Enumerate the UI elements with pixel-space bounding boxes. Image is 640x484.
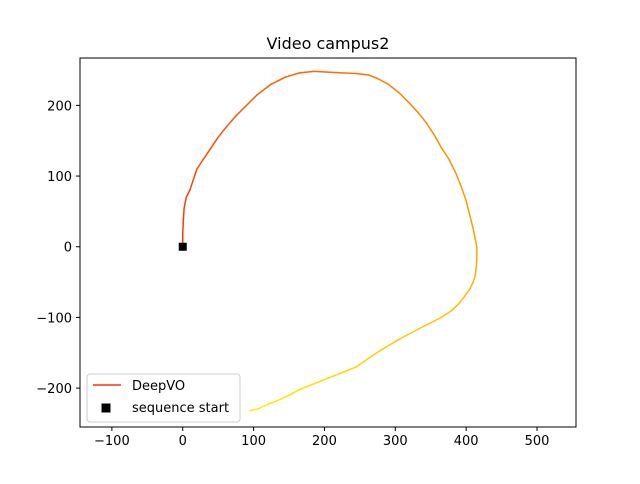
x-tick-label: −100 bbox=[94, 434, 130, 449]
chart-title: Video campus2 bbox=[267, 34, 390, 53]
deepvo-segment bbox=[355, 357, 370, 368]
deepvo-segment bbox=[468, 214, 475, 230]
deepvo-segment bbox=[313, 377, 329, 385]
deepvo-segment bbox=[313, 70, 329, 73]
deepvo-segment bbox=[472, 228, 477, 241]
deepvo-segment bbox=[298, 383, 315, 391]
axes-frame bbox=[79, 57, 577, 428]
deepvo-segment bbox=[192, 168, 198, 181]
deepvo-segment bbox=[464, 288, 471, 297]
legend-frame bbox=[86, 373, 241, 423]
deepvo-segment bbox=[284, 72, 301, 78]
deepvo-segment bbox=[256, 83, 273, 96]
deepvo-segment bbox=[203, 147, 212, 160]
deepvo-segment bbox=[355, 72, 370, 76]
deepvo-segment bbox=[387, 83, 400, 94]
deepvo-segment bbox=[380, 340, 397, 351]
deepvo-segment bbox=[257, 403, 269, 410]
deepvo-segment bbox=[182, 207, 185, 220]
x-tick-label: 500 bbox=[525, 434, 550, 449]
deepvo-segment bbox=[376, 77, 389, 85]
y-tick-label: −100 bbox=[36, 311, 72, 326]
deepvo-segment bbox=[433, 134, 443, 149]
deepvo-segment bbox=[458, 295, 466, 305]
sequence-start-marker bbox=[178, 242, 187, 251]
deepvo-segment bbox=[367, 349, 382, 360]
deepvo-segment bbox=[245, 94, 258, 107]
deepvo-segment bbox=[451, 302, 460, 312]
x-tick-label: 0 bbox=[179, 434, 187, 449]
deepvo-segment bbox=[327, 71, 343, 74]
deepvo-segment bbox=[249, 407, 260, 412]
deepvo-segment bbox=[288, 388, 301, 396]
deepvo-segment bbox=[465, 200, 471, 216]
legend-square-swatch bbox=[101, 403, 111, 413]
deepvo-segment bbox=[181, 217, 185, 234]
deepvo-segment bbox=[447, 157, 457, 174]
plot-area bbox=[178, 70, 478, 412]
x-tick-label: 400 bbox=[454, 434, 479, 449]
deepvo-segment bbox=[185, 189, 191, 199]
deepvo-segment bbox=[460, 185, 467, 202]
deepvo-segment bbox=[341, 72, 358, 75]
deepvo-segment bbox=[398, 91, 411, 104]
deepvo-segment bbox=[440, 309, 453, 319]
legend: DeepVO sequence start bbox=[86, 373, 241, 423]
y-tick-label: 100 bbox=[47, 170, 72, 185]
x-tick-label: 300 bbox=[383, 434, 408, 449]
deepvo-segment bbox=[235, 104, 248, 117]
y-tick-label: 0 bbox=[64, 241, 72, 256]
deepvo-segment bbox=[327, 371, 343, 379]
deepvo-segment bbox=[426, 316, 443, 326]
x-tick-label: 100 bbox=[241, 434, 266, 449]
deepvo-segment bbox=[454, 171, 462, 188]
legend-entry-deepvo: DeepVO bbox=[132, 379, 185, 394]
deepvo-segment bbox=[189, 178, 195, 191]
deepvo-segment bbox=[440, 147, 450, 160]
deepvo-segment bbox=[474, 267, 477, 276]
deepvo-segment bbox=[225, 115, 237, 128]
deepvo-segment bbox=[468, 281, 475, 290]
axes: −100 0 100 200 300 400 500 −200 −100 0 100 200 bbox=[36, 57, 577, 449]
deepvo-segment bbox=[417, 111, 428, 124]
deepvo-segment bbox=[217, 125, 228, 138]
deepvo-segment bbox=[475, 260, 478, 269]
x-tick-label: 200 bbox=[312, 434, 337, 449]
deepvo-segment bbox=[408, 102, 419, 114]
deepvo-segment bbox=[270, 76, 287, 85]
deepvo-segment bbox=[196, 157, 205, 170]
deepvo-segment bbox=[472, 274, 477, 283]
deepvo-segment bbox=[267, 399, 280, 406]
y-tick-label: −200 bbox=[36, 382, 72, 397]
deepvo-segment bbox=[277, 394, 290, 401]
deepvo-segment bbox=[341, 366, 358, 374]
deepvo-segment bbox=[474, 238, 478, 248]
deepvo-segment bbox=[210, 136, 219, 149]
deepvo-segment bbox=[425, 122, 436, 136]
deepvo-segment bbox=[298, 70, 315, 74]
deepvo-segment bbox=[367, 74, 379, 80]
deepvo-segment bbox=[394, 332, 412, 343]
deepvo-segment bbox=[410, 323, 428, 334]
legend-entry-sequence-start: sequence start bbox=[132, 401, 229, 416]
y-tick-label: 200 bbox=[47, 99, 72, 114]
deepvo-segment bbox=[183, 196, 188, 209]
